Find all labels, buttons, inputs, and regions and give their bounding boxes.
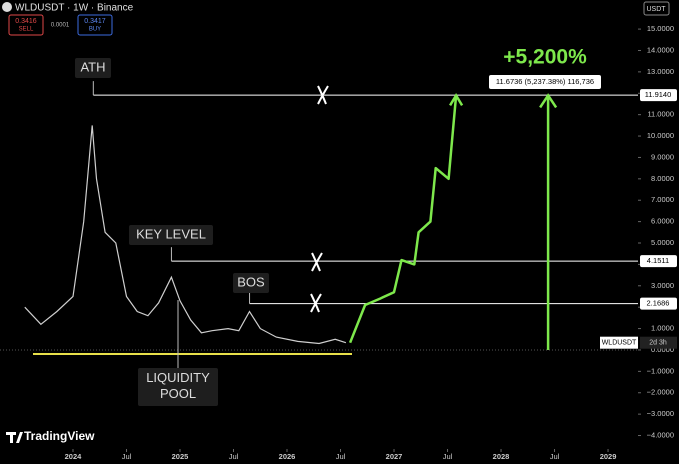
y-tick-label: 15.0000 (647, 24, 674, 33)
x-tick-label: 2029 (600, 452, 617, 461)
brand-logo (6, 432, 23, 443)
annotation: LIQUIDITY POOL (146, 370, 210, 401)
y-tick-label: 5.0000 (651, 238, 674, 247)
x-tick-label: Jul (443, 452, 453, 461)
symbol: WLDUSDT · 1W · Binance (15, 3, 134, 14)
x-tick-label: 2027 (386, 452, 403, 461)
y-tick-label: 7.0000 (651, 195, 674, 204)
x-tick-label: 2025 (172, 452, 189, 461)
y-tick-label: 0.0000 (651, 345, 674, 354)
x-tick-label: 2026 (279, 452, 296, 461)
annotation: BOS (237, 274, 265, 289)
y-tick-label: −2.0000 (647, 388, 674, 397)
level-label: 11.9140 (645, 90, 672, 99)
price-line (24, 125, 347, 345)
cross-marks (310, 85, 329, 313)
y-tick-label: −1.0000 (647, 366, 674, 375)
annotation-box (75, 58, 111, 78)
annotation-line: POOL (160, 386, 196, 401)
annotation: +5,200% (503, 46, 587, 69)
annotation-box (138, 368, 218, 406)
y-tick-label: 1.0000 (651, 324, 674, 333)
level-tag (640, 255, 677, 268)
x-tick-label: Jul (550, 452, 560, 461)
annotation-box (489, 75, 601, 89)
y-tick-label: 14.0000 (647, 45, 674, 54)
projection-arrowhead (449, 92, 464, 107)
last-label: WLDUSDT (602, 340, 637, 347)
annotation: 11.6736 (5,237.38%) 116,736 (496, 77, 594, 86)
sell-label[interactable]: SELL (19, 27, 34, 33)
level-tag (640, 297, 677, 310)
currency-box[interactable] (643, 1, 670, 16)
buy-label[interactable]: BUY (89, 27, 101, 33)
buy-button[interactable] (77, 14, 113, 36)
y-tick-label: 11.0000 (647, 110, 674, 119)
target-arrowhead (539, 93, 558, 109)
annotation-box (233, 273, 269, 293)
x-tick-label: Jul (336, 452, 346, 461)
annotation: ATH (80, 59, 105, 74)
x-tick-label: 2028 (493, 452, 510, 461)
currency[interactable]: USDT (646, 6, 666, 13)
level-tag (640, 89, 677, 102)
projection-line (348, 95, 458, 344)
x-tick-label: Jul (229, 452, 239, 461)
sell-price[interactable]: 0.3416 (15, 18, 37, 25)
countdown: 2d 3h (649, 340, 667, 347)
y-tick-label: 6.0000 (651, 217, 674, 226)
buy-price[interactable]: 0.3417 (84, 18, 106, 25)
countdown-tag (640, 336, 677, 349)
level-label: 4.1511 (647, 256, 669, 265)
last-tag (600, 336, 638, 349)
y-tick-label: −3.0000 (647, 409, 674, 418)
brand: TradingView (24, 429, 95, 443)
y-tick-label: −4.0000 (647, 431, 674, 440)
x-tick-label: 2024 (65, 452, 83, 461)
y-tick-label: 10.0000 (647, 131, 674, 140)
annotation: KEY LEVEL (136, 226, 206, 241)
level-label: 2.1686 (647, 299, 670, 308)
logo (2, 2, 12, 12)
y-tick-label: 13.0000 (647, 67, 674, 76)
annotation-line: LIQUIDITY (146, 370, 210, 385)
sell-button[interactable] (8, 14, 44, 36)
spread: 0.0001 (51, 23, 70, 29)
y-tick-label: 3.0000 (651, 281, 674, 290)
annotation-box (129, 225, 213, 245)
x-tick-label: Jul (122, 452, 132, 461)
y-tick-label: 8.0000 (651, 174, 674, 183)
y-tick-label: 9.0000 (651, 152, 674, 161)
